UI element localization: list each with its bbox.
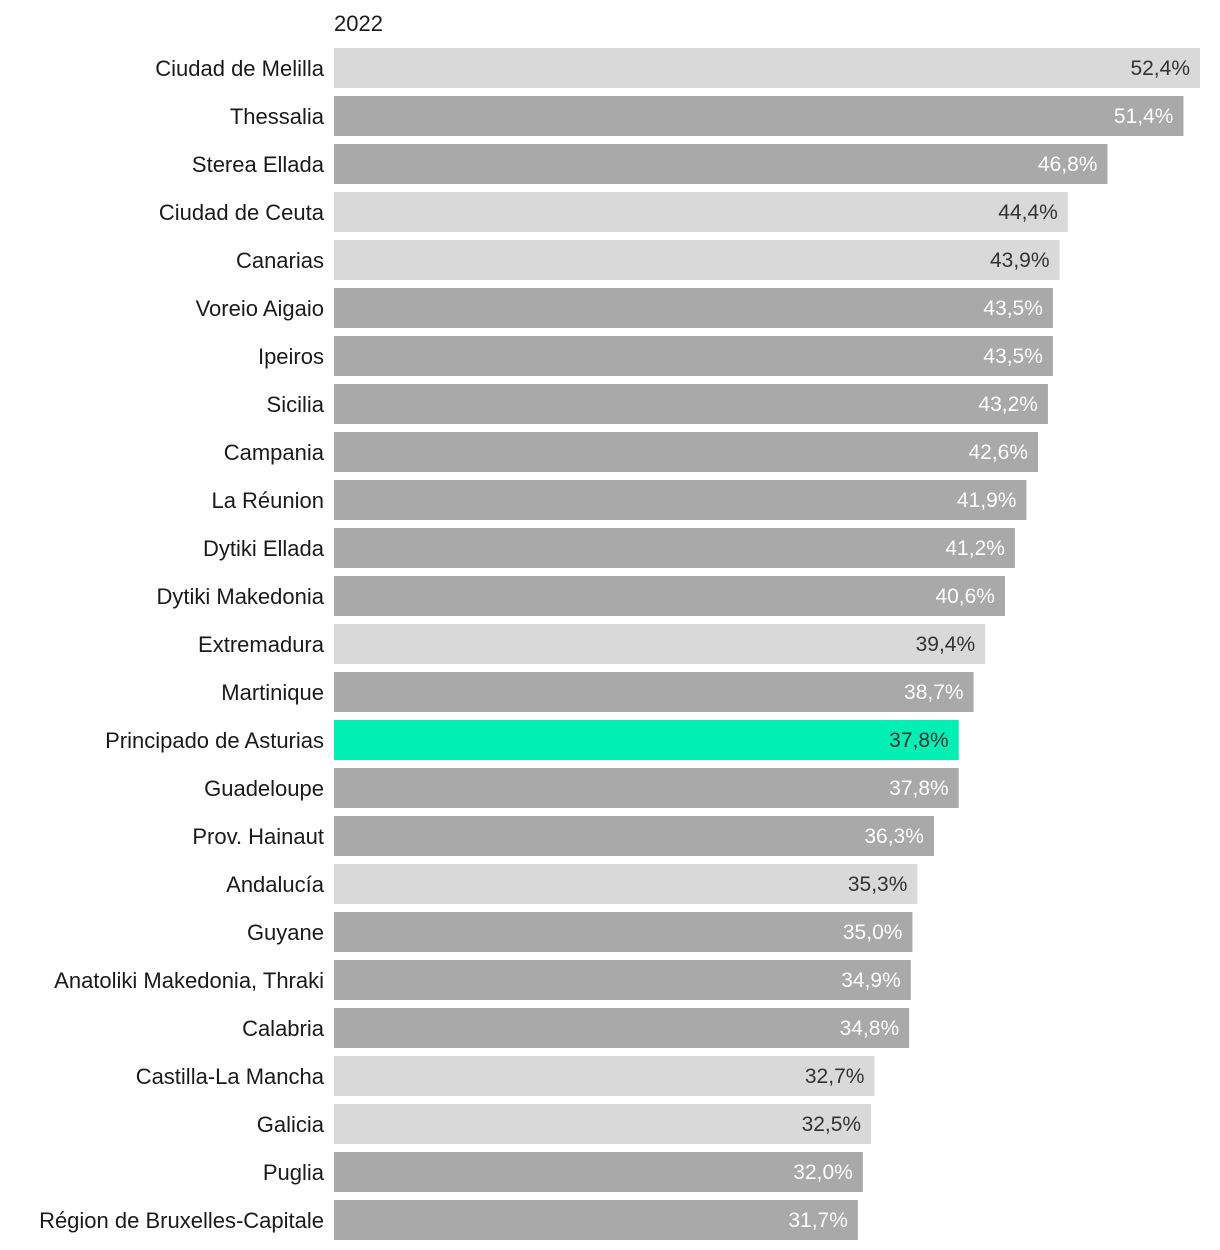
value-label: 37,8% bbox=[889, 729, 949, 752]
category-label: Voreio Aigaio bbox=[196, 296, 324, 321]
bar bbox=[334, 192, 1068, 232]
value-label: 36,3% bbox=[864, 825, 924, 848]
category-label: Martinique bbox=[221, 680, 324, 705]
bar bbox=[334, 1056, 875, 1096]
category-label: Prov. Hainaut bbox=[192, 824, 324, 849]
bar bbox=[334, 336, 1053, 376]
value-label: 44,4% bbox=[998, 201, 1058, 224]
value-label: 32,7% bbox=[805, 1065, 865, 1088]
bar bbox=[334, 720, 959, 760]
bar bbox=[334, 528, 1015, 568]
category-label: Calabria bbox=[242, 1016, 325, 1041]
bar bbox=[334, 960, 911, 1000]
category-label: Guyane bbox=[247, 920, 324, 945]
value-label: 35,3% bbox=[848, 873, 908, 896]
bar bbox=[334, 624, 986, 664]
bar bbox=[334, 912, 913, 952]
category-label: Canarias bbox=[236, 248, 324, 273]
value-label: 38,7% bbox=[904, 681, 964, 704]
value-label: 41,2% bbox=[945, 537, 1005, 560]
category-label: Région de Bruxelles-Capitale bbox=[39, 1208, 324, 1233]
category-label: Principado de Asturias bbox=[105, 728, 324, 753]
bar bbox=[334, 672, 974, 712]
category-label: Ipeiros bbox=[258, 344, 324, 369]
value-label: 43,9% bbox=[990, 249, 1050, 272]
category-label: Galicia bbox=[257, 1112, 325, 1137]
category-label: Dytiki Makedonia bbox=[156, 584, 324, 609]
bar bbox=[334, 48, 1200, 88]
value-label: 43,2% bbox=[978, 393, 1038, 416]
value-label: 43,5% bbox=[983, 297, 1043, 320]
value-label: 40,6% bbox=[935, 585, 995, 608]
value-label: 34,9% bbox=[841, 969, 901, 992]
bar bbox=[334, 240, 1060, 280]
category-label: Thessalia bbox=[230, 104, 325, 129]
category-label: Sterea Ellada bbox=[192, 152, 325, 177]
category-label: Ciudad de Ceuta bbox=[159, 200, 325, 225]
category-label: Dytiki Ellada bbox=[203, 536, 325, 561]
bar bbox=[334, 96, 1184, 136]
category-label: Puglia bbox=[263, 1160, 325, 1185]
value-label: 32,5% bbox=[802, 1113, 862, 1136]
value-label: 41,9% bbox=[957, 489, 1017, 512]
category-label: La Réunion bbox=[211, 488, 324, 513]
bar bbox=[334, 1008, 910, 1048]
value-label: 51,4% bbox=[1114, 105, 1174, 128]
bar bbox=[334, 816, 934, 856]
category-label: Guadeloupe bbox=[204, 776, 324, 801]
category-label: Extremadura bbox=[198, 632, 325, 657]
value-label: 32,0% bbox=[793, 1161, 853, 1184]
category-label: Sicilia bbox=[267, 392, 325, 417]
category-label: Ciudad de Melilla bbox=[155, 56, 325, 81]
value-label: 46,8% bbox=[1038, 153, 1098, 176]
value-label: 31,7% bbox=[788, 1209, 848, 1232]
bars: Ciudad de Melilla 52,4% Thessalia 51,4% Ster… bbox=[39, 48, 1200, 1240]
value-label: 39,4% bbox=[916, 633, 976, 656]
bar bbox=[334, 1200, 858, 1240]
bar bbox=[334, 384, 1048, 424]
value-label: 34,8% bbox=[840, 1017, 900, 1040]
value-label: 52,4% bbox=[1130, 57, 1190, 80]
bar bbox=[334, 576, 1005, 616]
column-title: 2022 bbox=[334, 11, 383, 36]
category-label: Castilla-La Mancha bbox=[136, 1064, 325, 1089]
bar bbox=[334, 768, 959, 808]
bar bbox=[334, 480, 1027, 520]
bar bbox=[334, 1152, 863, 1192]
bar bbox=[334, 144, 1108, 184]
category-label: Anatoliki Makedonia, Thraki bbox=[54, 968, 324, 993]
category-label: Campania bbox=[224, 440, 325, 465]
bar bbox=[334, 288, 1053, 328]
value-label: 37,8% bbox=[889, 777, 949, 800]
bar bbox=[334, 432, 1039, 472]
category-label: Andalucía bbox=[226, 872, 325, 897]
value-label: 43,5% bbox=[983, 345, 1043, 368]
value-label: 42,6% bbox=[968, 441, 1028, 464]
bar bbox=[334, 864, 918, 904]
bar bbox=[334, 1104, 872, 1144]
value-label: 35,0% bbox=[843, 921, 903, 944]
